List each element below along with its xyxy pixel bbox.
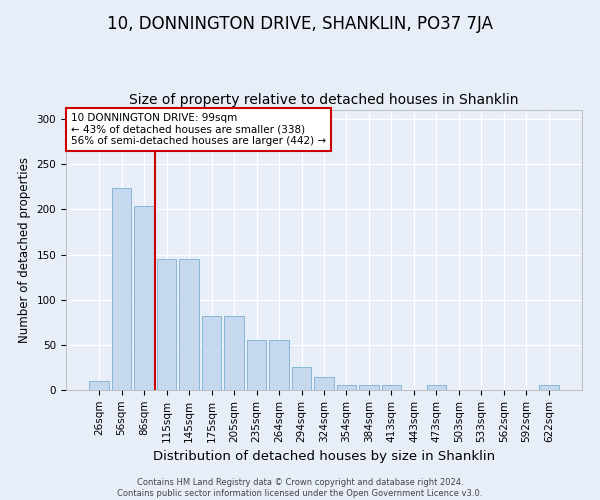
Bar <box>112 188 131 390</box>
X-axis label: Distribution of detached houses by size in Shanklin: Distribution of detached houses by size … <box>153 450 495 463</box>
Bar <box>134 206 154 390</box>
Bar <box>337 386 356 390</box>
Bar <box>359 386 379 390</box>
Text: 10, DONNINGTON DRIVE, SHANKLIN, PO37 7JA: 10, DONNINGTON DRIVE, SHANKLIN, PO37 7JA <box>107 15 493 33</box>
Bar <box>247 340 266 390</box>
Y-axis label: Number of detached properties: Number of detached properties <box>18 157 31 343</box>
Bar <box>179 259 199 390</box>
Title: Size of property relative to detached houses in Shanklin: Size of property relative to detached ho… <box>129 94 519 108</box>
Bar <box>89 381 109 390</box>
Text: 10 DONNINGTON DRIVE: 99sqm
← 43% of detached houses are smaller (338)
56% of sem: 10 DONNINGTON DRIVE: 99sqm ← 43% of deta… <box>71 113 326 146</box>
Bar <box>202 316 221 390</box>
Bar <box>539 386 559 390</box>
Bar <box>224 316 244 390</box>
Bar <box>157 259 176 390</box>
Bar <box>314 378 334 390</box>
Bar <box>292 368 311 390</box>
Bar <box>382 386 401 390</box>
Bar <box>269 340 289 390</box>
Bar <box>427 386 446 390</box>
Text: Contains HM Land Registry data © Crown copyright and database right 2024.
Contai: Contains HM Land Registry data © Crown c… <box>118 478 482 498</box>
